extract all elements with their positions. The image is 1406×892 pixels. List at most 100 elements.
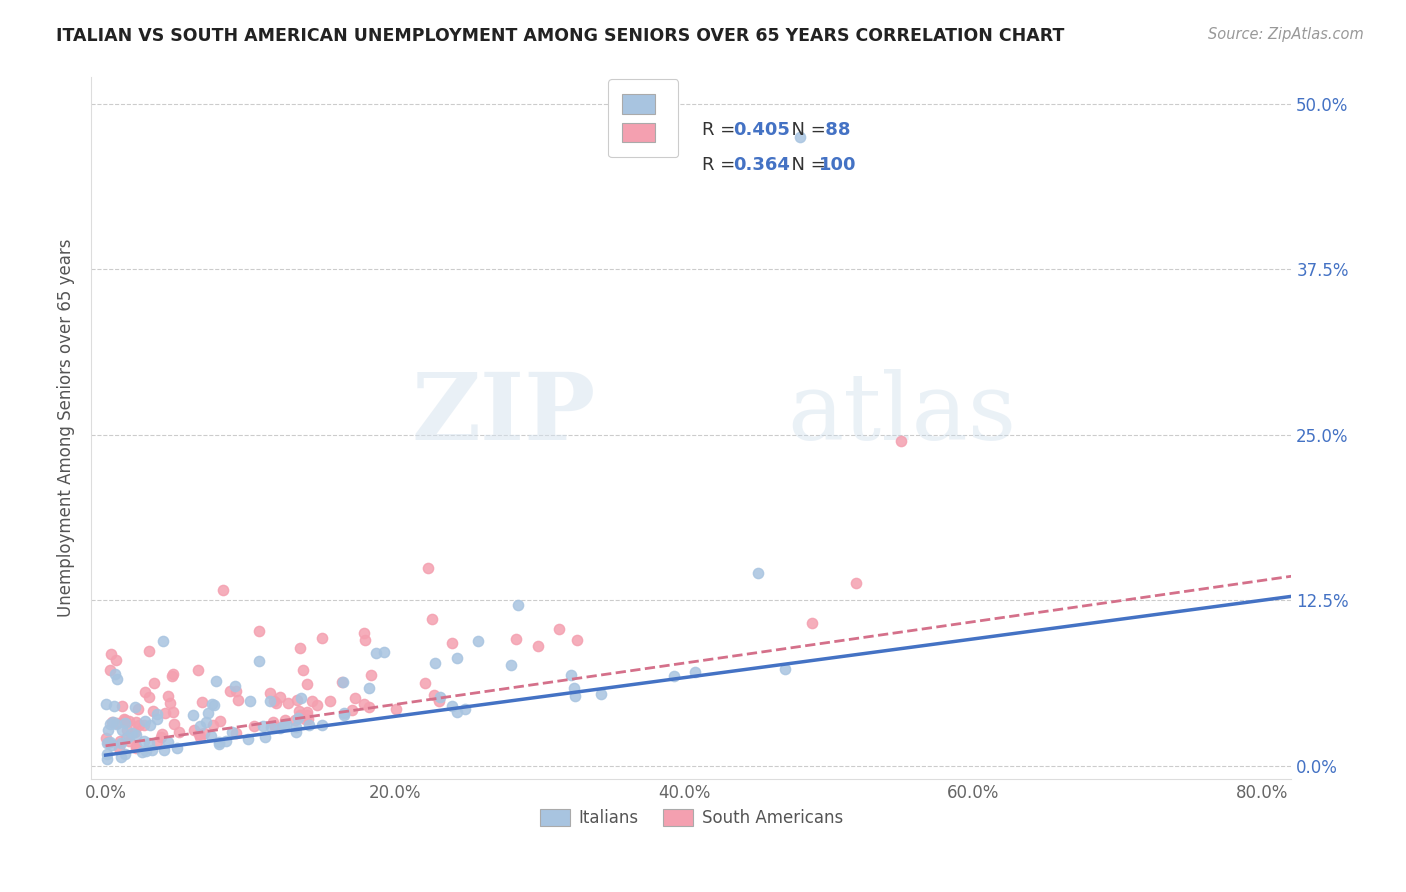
Text: R =: R =	[702, 121, 741, 139]
Point	[249, 654, 271, 668]
Point	[138, 643, 160, 657]
Point	[548, 623, 571, 637]
Point	[100, 647, 122, 661]
Point	[128, 718, 150, 732]
Point	[215, 734, 238, 748]
Point	[118, 714, 141, 728]
Point	[160, 668, 183, 682]
Y-axis label: Unemployment Among Seniors over 65 years: Unemployment Among Seniors over 65 years	[58, 239, 75, 617]
Point	[416, 560, 439, 574]
Point	[420, 612, 443, 626]
Text: 100: 100	[818, 156, 856, 174]
Point	[789, 130, 811, 145]
Point	[273, 718, 295, 732]
Point	[114, 716, 136, 731]
Point	[260, 720, 283, 734]
Point	[295, 677, 318, 691]
Point	[105, 716, 128, 731]
Point	[385, 702, 408, 716]
Point	[501, 658, 523, 673]
Point	[243, 719, 266, 733]
Point	[105, 672, 128, 686]
Point	[197, 706, 219, 721]
Point	[114, 731, 136, 745]
Point	[97, 723, 120, 737]
Point	[96, 751, 118, 765]
Point	[112, 712, 135, 726]
Point	[193, 726, 215, 740]
Point	[330, 674, 353, 689]
Point	[187, 727, 209, 741]
Point	[263, 694, 285, 708]
Point	[159, 696, 181, 710]
Point	[253, 731, 276, 745]
Point	[132, 734, 155, 748]
Point	[152, 743, 174, 757]
Point	[96, 736, 118, 750]
Point	[238, 731, 260, 746]
Point	[135, 744, 157, 758]
Point	[162, 706, 184, 720]
Point	[307, 698, 329, 713]
Point	[259, 686, 281, 700]
Point	[111, 723, 134, 738]
Text: 0.364: 0.364	[733, 156, 790, 174]
Point	[125, 739, 148, 754]
Point	[440, 636, 463, 650]
Point	[277, 696, 299, 710]
Point	[183, 723, 205, 738]
Text: N =: N =	[779, 121, 831, 139]
Point	[139, 717, 162, 731]
Point	[800, 616, 823, 631]
Point	[208, 735, 231, 749]
Text: R =: R =	[702, 156, 741, 174]
Point	[343, 690, 366, 705]
Point	[295, 706, 318, 720]
Point	[269, 690, 291, 704]
Point	[263, 720, 285, 734]
Point	[98, 664, 121, 678]
Point	[188, 719, 211, 733]
Point	[353, 697, 375, 711]
Point	[890, 434, 912, 449]
Point	[200, 729, 222, 743]
Point	[208, 714, 231, 728]
Point	[294, 713, 316, 727]
Point	[103, 698, 125, 713]
Point	[301, 694, 323, 708]
Point	[506, 598, 529, 612]
Point	[105, 717, 128, 731]
Point	[357, 700, 380, 714]
Point	[311, 718, 333, 732]
Point	[467, 634, 489, 648]
Point	[166, 740, 188, 755]
Point	[118, 734, 141, 748]
Point	[205, 674, 228, 689]
Point	[207, 737, 229, 751]
Point	[221, 724, 243, 739]
Point	[134, 685, 156, 699]
Point	[319, 694, 342, 708]
Point	[201, 718, 224, 732]
Point	[342, 703, 364, 717]
Point	[142, 675, 165, 690]
Point	[311, 632, 333, 646]
Point	[285, 720, 308, 734]
Point	[142, 704, 165, 718]
Point	[269, 722, 291, 736]
Point	[333, 706, 356, 721]
Point	[117, 723, 139, 737]
Point	[276, 717, 298, 731]
Point	[228, 693, 250, 707]
Text: 0.405: 0.405	[733, 121, 790, 139]
Point	[264, 696, 287, 710]
Point	[211, 582, 233, 597]
Point	[564, 689, 586, 703]
Point	[225, 684, 247, 698]
Point	[101, 738, 124, 752]
Point	[187, 664, 209, 678]
Point	[101, 715, 124, 730]
Point	[94, 697, 117, 711]
Point	[683, 665, 706, 680]
Point	[427, 693, 450, 707]
